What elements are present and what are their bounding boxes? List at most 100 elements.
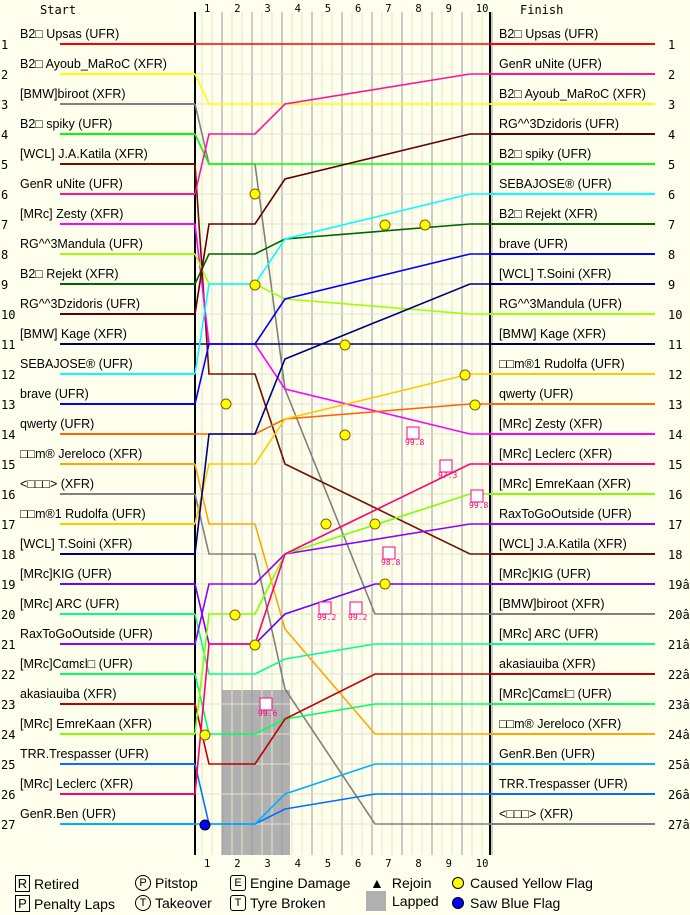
lap-label-top: 8 <box>415 3 421 15</box>
start-position: 20 <box>1 608 15 622</box>
start-position: 22 <box>1 668 15 682</box>
engine-damage-icon <box>349 601 363 615</box>
yellow-flag-icon <box>249 279 261 291</box>
finish-position: 15 <box>668 458 682 472</box>
finish-position: 22â <box>668 668 690 682</box>
yellow-flag-icon <box>249 639 261 651</box>
finish-driver-name: [MRc] Leclerc (XFR) <box>499 447 612 461</box>
driver-line <box>194 223 490 435</box>
driver-line <box>194 673 490 765</box>
lap-label-top: 4 <box>295 3 301 15</box>
finish-position: 20â <box>668 608 690 622</box>
start-driver-name: RG^^3Mandula (UFR) <box>20 237 143 251</box>
driver-line <box>194 523 490 645</box>
retired-icon: R <box>15 875 30 892</box>
finish-driver-name: B2□ Ayoub_MaRoC (XFR) <box>499 87 646 101</box>
start-driver-name: [MRc] Leclerc (XFR) <box>20 777 133 791</box>
driver-line <box>194 73 490 195</box>
yellow-flag-icon <box>249 188 261 200</box>
finish-driver-name: RaxToGoOutside (UFR) <box>499 507 632 521</box>
lap-label-top: 6 <box>355 3 361 15</box>
driver-line <box>194 193 490 375</box>
engine-damage-icon <box>259 697 273 711</box>
finish-driver-name: akasiauiba (XFR) <box>499 657 596 671</box>
start-header: Start <box>40 3 76 17</box>
finish-position: 4 <box>668 128 675 142</box>
driver-line <box>194 253 490 405</box>
yellow-flag-icon <box>469 399 481 411</box>
legend-retired: R Retired <box>15 875 79 892</box>
start-driver-name: □□m®1 Rudolfa (UFR) <box>20 507 146 521</box>
start-driver-name: qwerty (UFR) <box>20 417 94 431</box>
start-position: 6 <box>1 188 8 202</box>
start-position: 10 <box>1 308 15 322</box>
lap-label-top: 9 <box>446 3 452 15</box>
start-position: 4 <box>1 128 8 142</box>
start-driver-name: B2□ spiky (UFR) <box>20 117 112 131</box>
start-position: 25 <box>1 758 15 772</box>
finish-position: 24â <box>668 728 690 742</box>
finish-driver-name: [BMW] Kage (XFR) <box>499 327 606 341</box>
finish-driver-name: B2□ Rejekt (XFR) <box>499 207 598 221</box>
lap-label-bottom: 6 <box>355 858 361 870</box>
yellow-flag-icon <box>379 578 391 590</box>
legend-penalty: P Penalty Laps <box>15 895 115 912</box>
start-position: 13 <box>1 398 15 412</box>
takeover-icon: T <box>135 895 151 911</box>
legend-blue-flag: Saw Blue Flag <box>452 895 560 911</box>
yellow-flag-icon <box>320 518 332 530</box>
lap-label-top: 1 <box>204 3 210 15</box>
finish-position: 12 <box>668 368 682 382</box>
finish-driver-name: RG^^3Dzidoris (UFR) <box>499 117 619 131</box>
legend-lapped: Lapped <box>366 891 439 911</box>
driver-line <box>194 103 490 615</box>
start-driver-name: B2□ Upsas (UFR) <box>20 27 119 41</box>
driver-line <box>194 463 490 735</box>
lap-label-top: 3 <box>264 3 270 15</box>
start-position: 9 <box>1 278 8 292</box>
finish-position: 18 <box>668 548 682 562</box>
start-position: 17 <box>1 518 15 532</box>
start-position: 14 <box>1 428 15 442</box>
start-driver-name: RG^^3Dzidoris (UFR) <box>20 297 140 311</box>
start-driver-name: [MRc]KIG (UFR) <box>20 567 112 581</box>
start-position: 16 <box>1 488 15 502</box>
driver-line <box>194 763 490 825</box>
driver-line <box>194 673 490 735</box>
start-driver-name: [MRc]Cαmεl□ (UFR) <box>20 657 133 671</box>
legend-yellow-flag: Caused Yellow Flag <box>452 875 593 891</box>
start-position: 3 <box>1 98 8 112</box>
finish-position: 3 <box>668 98 675 112</box>
start-driver-name: [BMW] Kage (XFR) <box>20 327 127 341</box>
start-driver-name: [MRc] ARC (UFR) <box>20 597 119 611</box>
lapped-swatch <box>366 891 386 911</box>
finish-position: 7 <box>668 218 675 232</box>
yellow-flag-icon <box>229 609 241 621</box>
blue-flag-icon <box>452 897 464 909</box>
lap-label-bottom: 4 <box>295 858 301 870</box>
start-position: 15 <box>1 458 15 472</box>
finish-position: 11 <box>668 338 682 352</box>
finish-driver-name: [BMW]biroot (XFR) <box>499 597 605 611</box>
legend-engine: E Engine Damage <box>230 875 350 891</box>
start-driver-name: TRR.Trespasser (UFR) <box>20 747 149 761</box>
finish-driver-name: [MRc] ARC (UFR) <box>499 627 598 641</box>
yellow-flag-icon <box>339 429 351 441</box>
lap-label-bottom: 9 <box>446 858 452 870</box>
finish-position: 23â <box>668 698 690 712</box>
engine-damage-value: 99.8 <box>405 438 424 447</box>
start-driver-name: GenR.Ben (UFR) <box>20 807 116 821</box>
yellow-flag-icon <box>379 219 391 231</box>
start-driver-name: brave (UFR) <box>20 387 89 401</box>
finish-driver-name: qwerty (UFR) <box>499 387 573 401</box>
engine-damage-icon <box>382 546 396 560</box>
pitstop-icon: P <box>135 875 151 891</box>
start-position: 1 <box>1 38 8 52</box>
start-position: 8 <box>1 248 8 262</box>
start-driver-name: [MRc] EmreKaan (XFR) <box>20 717 152 731</box>
start-position: 24 <box>1 728 15 742</box>
driver-line <box>194 283 490 555</box>
finish-position: 6 <box>668 188 675 202</box>
